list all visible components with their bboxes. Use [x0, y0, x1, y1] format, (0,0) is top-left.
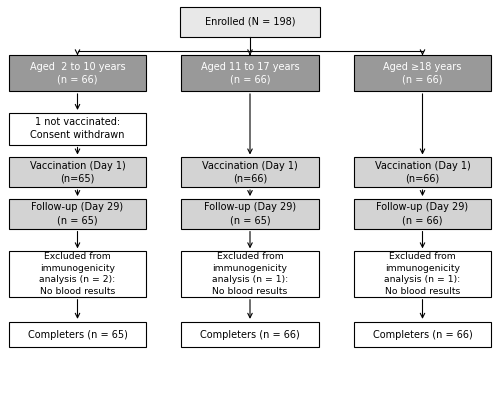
Text: Aged 11 to 17 years
(n = 66): Aged 11 to 17 years (n = 66): [200, 62, 300, 85]
FancyBboxPatch shape: [180, 7, 320, 36]
Text: Excluded from
immunogenicity
analysis (n = 1):
No blood results: Excluded from immunogenicity analysis (n…: [212, 252, 288, 296]
Text: Excluded from
immunogenicity
analysis (n = 1):
No blood results: Excluded from immunogenicity analysis (n…: [384, 252, 460, 296]
Text: Excluded from
immunogenicity
analysis (n = 2):
No blood results: Excluded from immunogenicity analysis (n…: [40, 252, 116, 296]
Text: Completers (n = 66): Completers (n = 66): [372, 329, 472, 340]
Text: Completers (n = 65): Completers (n = 65): [28, 329, 128, 340]
FancyBboxPatch shape: [354, 157, 491, 187]
FancyBboxPatch shape: [181, 199, 319, 228]
Text: Vaccination (Day 1)
(n=65): Vaccination (Day 1) (n=65): [30, 161, 126, 184]
FancyBboxPatch shape: [8, 55, 146, 91]
Text: Completers (n = 66): Completers (n = 66): [200, 329, 300, 340]
FancyBboxPatch shape: [8, 322, 146, 348]
FancyBboxPatch shape: [354, 55, 491, 91]
Text: Vaccination (Day 1)
(n=66): Vaccination (Day 1) (n=66): [202, 161, 298, 184]
Text: Aged  2 to 10 years
(n = 66): Aged 2 to 10 years (n = 66): [30, 62, 126, 85]
FancyBboxPatch shape: [8, 251, 146, 297]
FancyBboxPatch shape: [181, 322, 319, 348]
FancyBboxPatch shape: [8, 157, 146, 187]
FancyBboxPatch shape: [181, 251, 319, 297]
Text: 1 not vaccinated:
Consent withdrawn: 1 not vaccinated: Consent withdrawn: [30, 117, 125, 140]
FancyBboxPatch shape: [8, 113, 146, 145]
FancyBboxPatch shape: [181, 55, 319, 91]
FancyBboxPatch shape: [354, 322, 491, 348]
FancyBboxPatch shape: [181, 157, 319, 187]
Text: Enrolled (N = 198): Enrolled (N = 198): [205, 17, 295, 27]
Text: Aged ≥18 years
(n = 66): Aged ≥18 years (n = 66): [384, 62, 462, 85]
Text: Vaccination (Day 1)
(n=66): Vaccination (Day 1) (n=66): [374, 161, 470, 184]
Text: Follow-up (Day 29)
(n = 65): Follow-up (Day 29) (n = 65): [204, 202, 296, 225]
FancyBboxPatch shape: [354, 199, 491, 228]
Text: Follow-up (Day 29)
(n = 65): Follow-up (Day 29) (n = 65): [32, 202, 124, 225]
FancyBboxPatch shape: [354, 251, 491, 297]
FancyBboxPatch shape: [8, 199, 146, 228]
Text: Follow-up (Day 29)
(n = 66): Follow-up (Day 29) (n = 66): [376, 202, 468, 225]
